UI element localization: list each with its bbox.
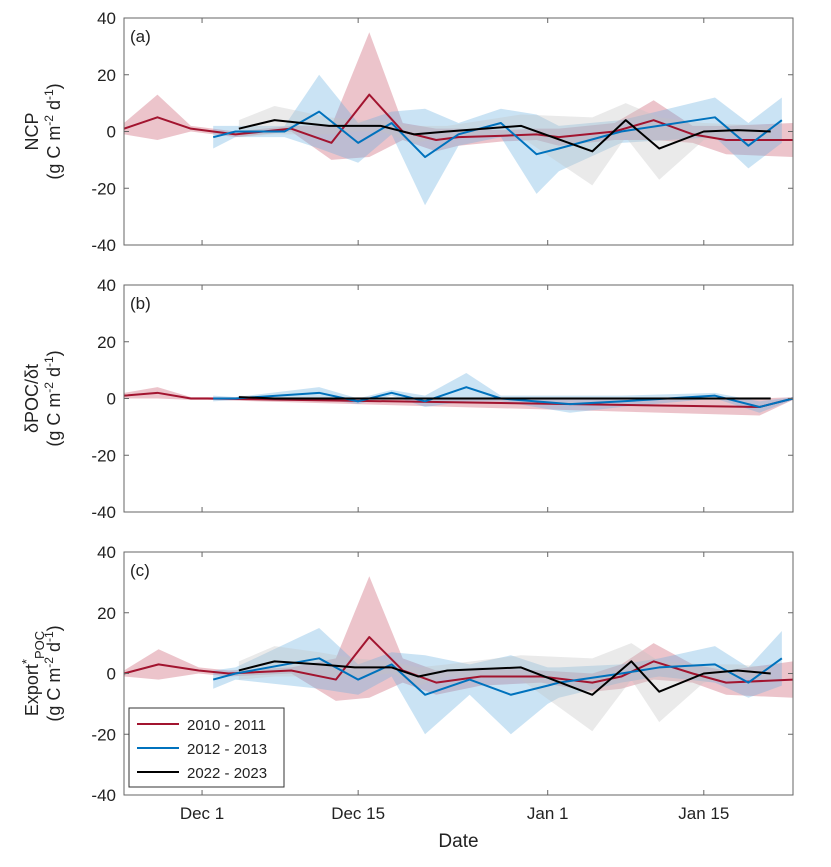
uncertainty-band-2012-2013 — [213, 74, 782, 206]
label-part: -1 — [42, 89, 56, 100]
series-line-2010-2011 — [123, 636, 794, 684]
label-part: ) — [44, 350, 64, 356]
label-part: ) — [44, 83, 64, 89]
series-line-2022-2023 — [238, 396, 771, 400]
series-line-2012-2013 — [213, 386, 794, 409]
legend-label: 2012 - 2013 — [187, 741, 267, 758]
y-tick-label: 0 — [107, 665, 116, 684]
x-tick-label: Jan 15 — [678, 804, 729, 823]
y-tick-label: -40 — [91, 503, 116, 522]
uncertainty-band-2012-2013 — [213, 372, 793, 413]
label-part: (g C m — [44, 126, 64, 180]
label-part: (g C m — [44, 393, 64, 447]
legend-label: 2022 - 2023 — [187, 765, 267, 782]
series-line-2012-2013 — [212, 110, 783, 159]
y-axis-label-units: (g C m-2 d-1) — [42, 350, 64, 446]
x-tick-label: Dec 1 — [180, 804, 224, 823]
y-axis-label-units: (g C m-2 d-1) — [42, 625, 64, 721]
uncertainty-band-2010-2011 — [124, 387, 793, 416]
y-tick-label: -20 — [91, 446, 116, 465]
uncertainty-band-2022-2023 — [238, 103, 771, 186]
series-line-2022-2023 — [238, 660, 771, 696]
y-axis-label: Export*POC — [19, 631, 47, 716]
panel-label: (a) — [130, 27, 151, 46]
x-tick-label: Dec 15 — [331, 804, 385, 823]
label-part: -1 — [42, 356, 56, 367]
panel-a: 40 20 0 -20 -40 (a) NCP (g C m-2 d-1) — [22, 9, 794, 255]
label-part: -2 — [42, 657, 56, 668]
label-part: d — [44, 100, 64, 115]
panel-label: (b) — [130, 294, 151, 313]
label-part: -1 — [42, 631, 56, 642]
y-tick-label: -40 — [91, 786, 116, 805]
y-tick-label: 0 — [107, 123, 116, 142]
panel-b: 40 20 0 -20 -40 (b) δPOC/δt (g C m-2 d-1) — [22, 276, 794, 522]
label-part: -2 — [42, 382, 56, 393]
y-tick-label: 20 — [97, 604, 116, 623]
label-part: ) — [44, 625, 64, 631]
label-part: δPOC/δt — [22, 364, 42, 433]
label-part: NCP — [22, 112, 42, 150]
uncertainty-band-2012-2013 — [213, 627, 782, 735]
label-part: (g C m — [44, 668, 64, 722]
y-tick-label: 20 — [97, 333, 116, 352]
y-tick-label: 40 — [97, 543, 116, 562]
x-tick-label: Jan 1 — [527, 804, 569, 823]
legend-label: 2010 - 2011 — [187, 717, 266, 734]
series-line-2022-2023 — [238, 119, 771, 153]
label-part: Export — [22, 664, 42, 716]
label-part: d — [44, 642, 64, 657]
y-tick-label: -20 — [91, 179, 116, 198]
label-part: d — [44, 367, 64, 382]
uncertainty-band-2022-2023 — [238, 643, 771, 732]
y-axis-label: δPOC/δt — [22, 364, 42, 433]
y-tick-label: 40 — [97, 9, 116, 28]
label-part: -2 — [42, 115, 56, 126]
panel-label: (c) — [130, 561, 150, 580]
y-axis-label: NCP — [22, 112, 42, 150]
legend: 2010 - 2011 2012 - 2013 2022 - 2023 — [128, 707, 285, 788]
y-axis-label-units: (g C m-2 d-1) — [42, 83, 64, 179]
y-tick-label: 20 — [97, 66, 116, 85]
y-tick-label: -40 — [91, 236, 116, 255]
y-tick-label: 0 — [107, 390, 116, 409]
label-part: * — [19, 659, 34, 664]
y-tick-label: -20 — [91, 725, 116, 744]
y-tick-label: 40 — [97, 276, 116, 295]
label-part: POC — [32, 631, 47, 659]
x-axis-label: Date — [438, 831, 478, 852]
